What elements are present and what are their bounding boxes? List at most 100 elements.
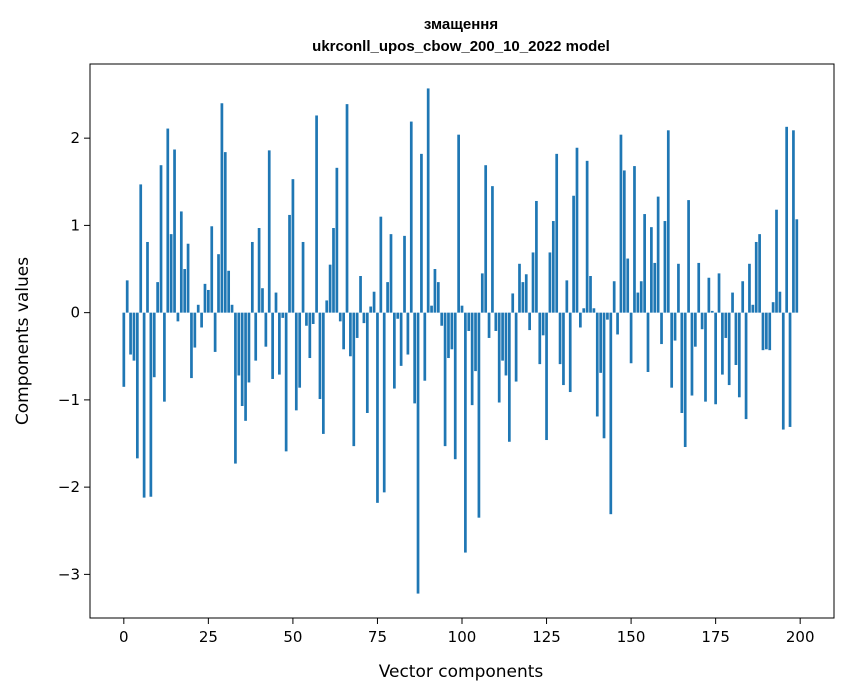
bar-40 [257, 228, 261, 313]
bar-145 [612, 281, 616, 313]
bar-198 [792, 130, 795, 313]
bar-193 [775, 209, 778, 313]
bars-group [122, 88, 799, 594]
bar-194 [778, 291, 782, 313]
bar-94 [440, 312, 444, 326]
bar-18 [183, 269, 187, 313]
bar-129 [558, 312, 562, 365]
bar-115 [511, 293, 515, 313]
bar-196 [785, 126, 789, 313]
bar-28 [217, 254, 220, 313]
bar-58 [318, 312, 322, 400]
bar-100 [460, 305, 464, 313]
bar-98 [453, 312, 457, 460]
bar-107 [484, 165, 488, 313]
bar-171 [700, 312, 704, 330]
bar-61 [328, 264, 332, 313]
bar-105 [477, 312, 481, 518]
bar-110 [494, 312, 498, 331]
bar-59 [321, 312, 325, 434]
bar-80 [393, 312, 396, 389]
bar-176 [717, 273, 721, 313]
bar-146 [616, 312, 619, 335]
bar-163 [673, 312, 677, 341]
bar-195 [781, 312, 785, 430]
bar-69 [355, 312, 359, 338]
bar-11 [159, 165, 163, 313]
bar-168 [690, 312, 694, 396]
bar-92 [433, 269, 437, 313]
bar-113 [504, 312, 508, 376]
bar-25 [207, 289, 210, 313]
bar-118 [521, 282, 525, 313]
bar-142 [602, 312, 606, 439]
bar-81 [396, 312, 400, 319]
bar-165 [680, 312, 684, 413]
bar-132 [568, 312, 572, 393]
bar-23 [200, 312, 203, 328]
bar-112 [501, 312, 504, 361]
bar-52 [298, 312, 302, 388]
bar-32 [230, 304, 234, 313]
y-tick-label--1: −1 [58, 391, 80, 409]
bar-89 [423, 312, 427, 381]
bar-133 [572, 195, 575, 313]
bar-30 [223, 152, 227, 313]
bar-60 [325, 300, 329, 313]
bar-151 [633, 166, 636, 313]
x-tick-label-100: 100 [448, 628, 477, 646]
bar-2 [129, 312, 132, 355]
bar-55 [308, 312, 312, 359]
bar-45 [274, 292, 278, 313]
x-tick-label-125: 125 [532, 628, 561, 646]
bar-106 [480, 273, 484, 313]
bar-127 [551, 221, 555, 313]
bar-197 [788, 312, 792, 427]
bar-43 [267, 150, 271, 313]
bar-181 [734, 312, 738, 365]
bar-15 [173, 149, 176, 313]
bar-123 [538, 312, 542, 365]
bar-6 [142, 312, 146, 498]
bar-179 [727, 312, 731, 386]
y-axis-ticks: −3 −2 −1 0 1 2 [58, 129, 90, 583]
bar-73 [369, 306, 373, 313]
bar-78 [386, 282, 389, 313]
bar-42 [264, 312, 268, 347]
bar-91 [430, 305, 433, 313]
bar-41 [261, 288, 264, 313]
y-tick-label--2: −2 [58, 478, 80, 496]
bar-173 [707, 277, 711, 313]
bar-99 [457, 134, 460, 313]
bar-135 [579, 312, 582, 328]
bar-21 [193, 312, 197, 348]
bar-71 [362, 312, 366, 324]
bar-159 [660, 312, 663, 345]
x-tick-label-0: 0 [119, 628, 129, 646]
bar-62 [332, 228, 335, 313]
bar-156 [650, 227, 653, 313]
bar-4 [135, 312, 139, 459]
bar-48 [284, 312, 288, 452]
bar-191 [768, 312, 772, 351]
bar-155 [646, 312, 650, 372]
bar-31 [227, 270, 231, 313]
x-tick-label-75: 75 [368, 628, 387, 646]
bar-8 [149, 312, 153, 497]
bar-7 [146, 241, 149, 313]
bar-66 [345, 104, 349, 313]
bar-67 [349, 312, 352, 357]
bar-134 [575, 147, 579, 313]
bar-169 [693, 312, 697, 347]
bar-46 [278, 312, 281, 375]
bar-153 [639, 281, 643, 313]
bar-184 [744, 312, 748, 420]
bar-39 [254, 312, 258, 361]
bar-154 [643, 214, 646, 313]
bar-26 [210, 226, 214, 313]
bar-34 [237, 312, 241, 376]
bar-126 [548, 252, 552, 313]
bar-17 [179, 211, 183, 313]
y-tick-label-2: 2 [70, 129, 80, 147]
bar-178 [724, 312, 728, 338]
